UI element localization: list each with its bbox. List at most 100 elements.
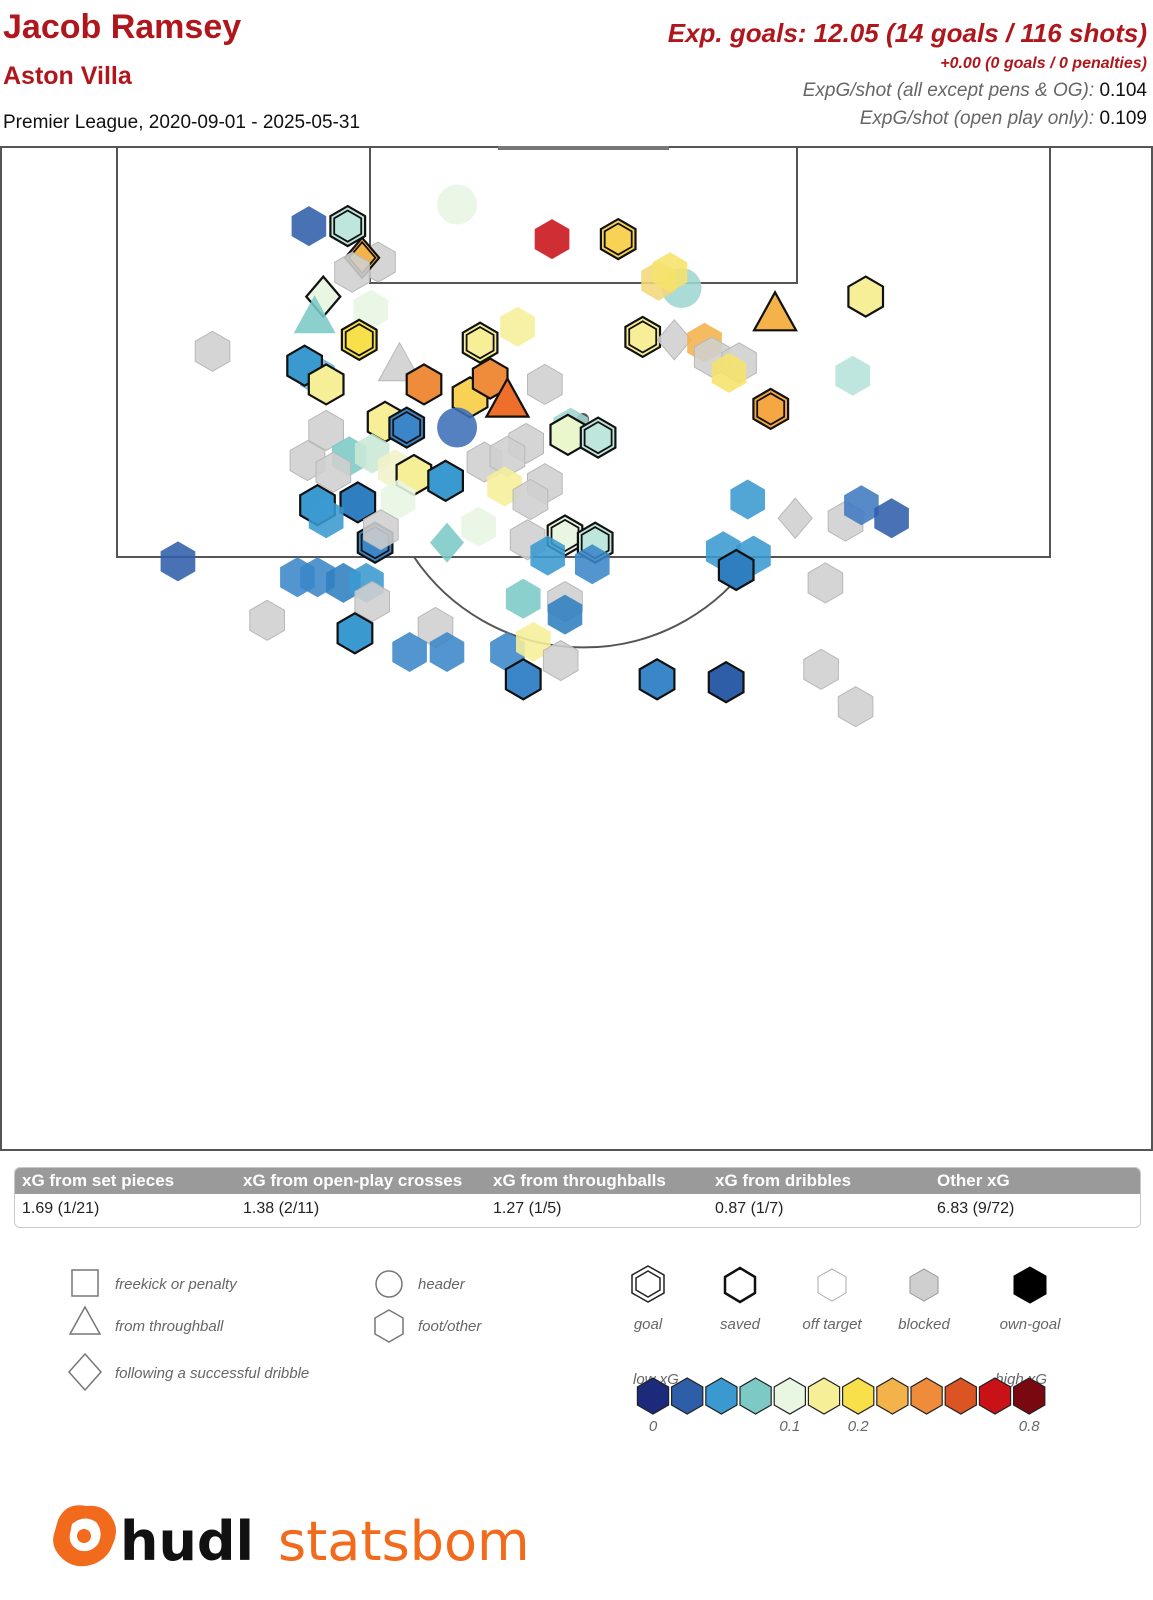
shot-point [844, 485, 879, 526]
shot-point [847, 275, 885, 318]
shot-point [530, 535, 565, 576]
shot-point [542, 640, 579, 682]
category-value-dribbles: 0.87 (1/7) [715, 1200, 784, 1217]
category-header-dribbles: xG from dribbles [715, 1171, 852, 1190]
shot-point [377, 341, 422, 382]
shot-point [461, 321, 499, 364]
shot-point [437, 407, 478, 448]
penalties-summary: +0.00 (0 goals / 0 penalties) [940, 55, 1147, 72]
shot-point [249, 599, 285, 641]
shot-point [353, 289, 389, 330]
own-goal-outcome-icon [1013, 1266, 1047, 1304]
shot-point [160, 541, 196, 582]
shot-point [315, 451, 352, 493]
shot-point [405, 363, 443, 406]
shot-point [579, 416, 617, 459]
legend-throughball-label: from throughball [115, 1318, 224, 1335]
scale-hex [773, 1377, 807, 1415]
shot-point [835, 355, 871, 396]
shot-point [652, 252, 688, 293]
shot-point [534, 219, 570, 260]
scale-tick-label: 0 [649, 1418, 658, 1435]
shot-point [874, 498, 909, 539]
shot-point [194, 330, 231, 372]
shot-point [437, 184, 478, 225]
shot-point [516, 621, 551, 662]
header-circle-icon [375, 1270, 403, 1298]
legend-foot-label: foot/other [418, 1318, 482, 1335]
shot-point [427, 459, 464, 503]
category-header-crosses: xG from open-play crosses [243, 1171, 463, 1190]
shot-point [392, 632, 427, 672]
logo-text-hudl: hudl [120, 1510, 254, 1573]
category-header-set-pieces: xG from set pieces [22, 1171, 175, 1190]
penalty-arc [413, 556, 755, 649]
pitch-outline [0, 146, 1153, 1151]
shot-point [388, 406, 426, 449]
shot-point [336, 612, 374, 655]
legend-goal-label: goal [634, 1316, 663, 1333]
shot-point [505, 578, 541, 619]
shot-point [527, 363, 563, 405]
hudl-statsbomb-logo: hudl statsbomb [53, 1505, 526, 1573]
legend-saved-label: saved [720, 1316, 761, 1333]
scale-hex [876, 1377, 909, 1415]
shot-point [354, 581, 390, 623]
category-value-throughballs: 1.27 (1/5) [493, 1200, 562, 1217]
shot-point [752, 290, 798, 332]
shot-point [777, 497, 813, 539]
shot-point [500, 306, 535, 347]
xg-per-shot-label: ExpG/shot (all except pens & OG): [802, 80, 1095, 101]
shot-point [717, 548, 755, 592]
scale-hex [670, 1377, 704, 1415]
shot-point [752, 387, 790, 431]
throughball-triangle-icon [68, 1305, 102, 1335]
legend-dribble-label: following a successful dribble [115, 1365, 309, 1382]
shot-point [340, 318, 378, 362]
scale-hex [841, 1377, 875, 1415]
shot-point [599, 217, 637, 261]
shot-point [730, 479, 765, 520]
shot-point [430, 522, 465, 563]
legend-blocked-label: blocked [898, 1316, 950, 1333]
shot-point [707, 660, 745, 704]
xg-per-shot-value: 0.104 [1099, 80, 1147, 101]
scale-hex [944, 1377, 978, 1415]
shot-point [363, 509, 399, 551]
category-value-other: 6.83 (9/72) [937, 1200, 1015, 1217]
foot-hexagon-icon [374, 1309, 404, 1343]
scale-tick-label: 0.2 [848, 1418, 870, 1435]
xg-category-value-row: 1.69 (1/21) 1.38 (2/11) 1.27 (1/5) 0.87 … [15, 1194, 1140, 1227]
shot-point [308, 409, 344, 451]
off-target-outcome-icon [817, 1268, 847, 1302]
legend-own-goal-label: own-goal [1000, 1316, 1062, 1333]
shot-point [638, 658, 676, 701]
shot-point [380, 479, 416, 520]
shot-map-pitch [0, 146, 1153, 1151]
shot-point [291, 206, 327, 247]
xg-per-shot-line: ExpG/shot (all except pens & OG): 0.104 [803, 80, 1147, 102]
dribble-diamond-icon [67, 1352, 103, 1392]
scale-hex [807, 1377, 841, 1415]
legend: freekick or penalty from throughball fol… [67, 1265, 1062, 1435]
shot-point [484, 376, 531, 418]
player-name: Jacob Ramsey [3, 8, 242, 46]
saved-outcome-icon [723, 1266, 757, 1304]
category-value-crosses: 1.38 (2/11) [243, 1200, 320, 1217]
scale-tick-label: 0.1 [779, 1418, 800, 1435]
category-value-set-pieces: 1.69 (1/21) [22, 1200, 100, 1217]
scale-hex [1012, 1377, 1046, 1415]
scale-hex [636, 1377, 670, 1415]
shot-point [471, 357, 509, 400]
xg-category-header-row: xG from set pieces xG from open-play cro… [15, 1168, 1140, 1194]
freekick-square-icon [71, 1269, 99, 1297]
shot-point [711, 352, 747, 393]
legend-off-target-label: off target [802, 1316, 862, 1333]
xg-category-table: xG from set pieces xG from open-play cro… [14, 1167, 1141, 1228]
shot-point [803, 648, 839, 690]
shot-point [504, 658, 542, 701]
xg-per-shot-open-line: ExpG/shot (open play only): 0.109 [860, 108, 1147, 130]
team-name: Aston Villa [3, 62, 132, 90]
shot-point [307, 363, 345, 406]
shot-point [837, 686, 874, 728]
